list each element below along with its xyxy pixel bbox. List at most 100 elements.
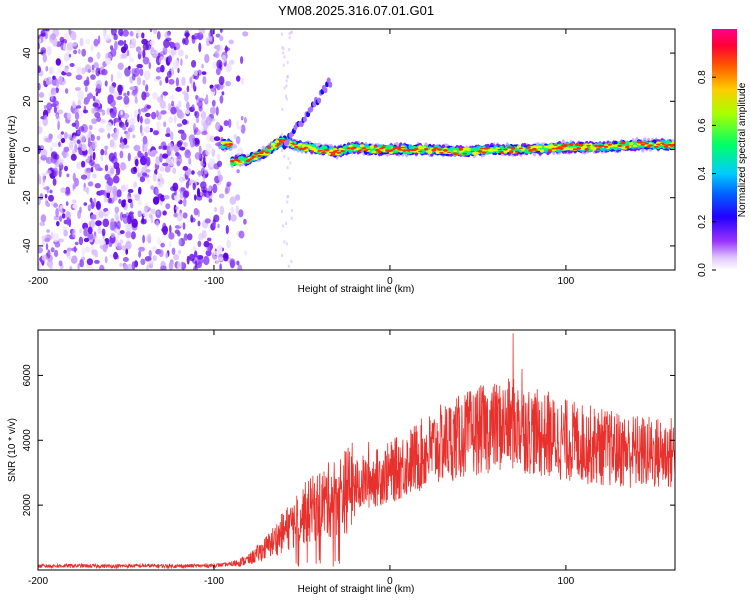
- heatmap-ridge-cell: [313, 148, 318, 153]
- heatmap-noise-blob: [79, 228, 82, 234]
- heatmap-ridge-cell: [245, 159, 251, 163]
- heatmap-noise-blob: [105, 57, 111, 65]
- heatmap-noise-blob: [143, 146, 148, 152]
- heatmap-noise-blob: [205, 143, 212, 149]
- heatmap-noise-blob: [87, 56, 94, 63]
- heatmap-noise-blob: [194, 260, 198, 269]
- heatmap-noise-blob: [108, 85, 115, 94]
- heatmap-ridge-cell: [274, 140, 280, 144]
- heatmap-ridge-cell: [470, 151, 475, 153]
- heatmap-noise-blob: [201, 118, 206, 127]
- heatmap-noise-streak: [282, 224, 285, 228]
- heatmap-noise-blob: [238, 209, 244, 218]
- heatmap-ridge-cell: [617, 144, 622, 148]
- heatmap-noise-blob: [89, 145, 95, 151]
- heatmap-noise-blob: [96, 51, 101, 60]
- heatmap-noise-blob: [129, 124, 135, 132]
- heatmap-noise-blob: [142, 49, 146, 59]
- heatmap-noise-blob: [63, 132, 68, 139]
- heatmap-noise-blob: [50, 33, 56, 41]
- heatmap-noise-blob: [38, 82, 41, 91]
- colorbar-tick-label: 0.0: [697, 263, 708, 277]
- heatmap-noise-blob: [66, 173, 70, 178]
- heatmap-noise-blob: [116, 242, 122, 250]
- heatmap-noise-blob: [136, 166, 141, 172]
- heatmap-noise-blob: [218, 174, 223, 182]
- heatmap-branch-cell: [326, 77, 331, 84]
- heatmap-noise-blob: [127, 212, 134, 223]
- heatmap-noise-blob: [140, 132, 144, 137]
- heatmap-noise-blob: [38, 121, 42, 126]
- snr-ytick-label: 4000: [22, 429, 33, 452]
- heatmap-ridge-cell: [466, 147, 471, 152]
- heatmap-noise-blob: [93, 62, 99, 69]
- heatmap-noise-blob: [109, 99, 116, 107]
- heatmap-noise-blob: [193, 207, 199, 216]
- heatmap-noise-blob: [229, 196, 237, 205]
- heatmap-noise-blob: [182, 237, 188, 241]
- heatmap-noise-blob: [136, 76, 141, 86]
- heatmap-noise-blob: [79, 134, 86, 143]
- heatmap-noise-blob: [89, 219, 96, 228]
- heatmap-noise-blob: [102, 29, 106, 39]
- heatmap-noise-blob: [38, 261, 41, 270]
- heatmap-noise-blob: [96, 116, 102, 122]
- heatmap-noise-blob: [209, 135, 216, 143]
- heatmap-noise-blob: [205, 94, 209, 102]
- heatmap-ridge-cell: [489, 148, 494, 153]
- heatmap-noise-blob: [233, 133, 237, 140]
- heatmap-noise-blob: [57, 68, 62, 74]
- heatmap-ridge-cell: [278, 139, 283, 142]
- heatmap-noise-blob: [158, 249, 164, 258]
- heatmap-noise-streak: [288, 48, 291, 52]
- heatmap-noise-blob: [195, 94, 199, 101]
- heatmap-noise-blob: [123, 43, 129, 51]
- heatmap-noise-blob: [150, 47, 155, 55]
- heatmap-ridge-cell: [479, 147, 485, 149]
- heatmap-noise-blob: [150, 214, 154, 224]
- heatmap-ridge-cell: [224, 143, 229, 146]
- heatmap-noise-blob: [45, 65, 49, 72]
- heatmap-ridge-cell: [596, 148, 601, 151]
- heatmap-noise-blob: [104, 145, 109, 151]
- heatmap-noise-blob: [200, 111, 207, 120]
- heatmap-noise-blob: [225, 224, 229, 235]
- heatmap-noise-blob: [38, 157, 42, 164]
- heatmap-noise-blob: [216, 44, 223, 54]
- heatmap-noise-blob: [144, 202, 150, 211]
- heatmap-ridge-cell: [462, 152, 467, 155]
- heatmap-noise-blob: [72, 204, 78, 209]
- heatmap-noise-blob: [194, 250, 198, 259]
- heatmap-noise-blob: [102, 218, 110, 228]
- heatmap-noise-blob: [59, 78, 66, 86]
- heatmap-noise-blob: [55, 114, 61, 122]
- heatmap-noise-blob: [86, 258, 94, 266]
- heatmap-noise-blob: [124, 184, 129, 190]
- heatmap-ridge-cell: [481, 151, 487, 154]
- heatmap-noise-blob: [124, 223, 129, 229]
- colorbar: 0.0 0.2 0.4 0.6 0.8 Normalized spectral ampl…: [697, 29, 748, 277]
- heatmap-noise-blob: [113, 162, 120, 170]
- heatmap-noise-blob: [50, 66, 55, 74]
- heatmap-noise-blob: [187, 233, 193, 241]
- heatmap-noise-blob: [194, 256, 198, 262]
- heatmap-noise-blob: [64, 88, 69, 94]
- heatmap-noise-blob: [160, 110, 167, 115]
- heatmap-noise-blob: [113, 188, 117, 198]
- snr-xtick-label: 100: [558, 576, 575, 587]
- heatmap-noise-blob: [218, 141, 222, 150]
- heatmap-noise-blob: [194, 152, 202, 160]
- heatmap-noise-blob: [72, 184, 76, 190]
- heatmap-noise-blob: [57, 109, 64, 115]
- heatmap-noise-blob: [203, 240, 210, 248]
- heatmap-ridge-cell: [621, 141, 626, 145]
- heatmap-noise-blob: [116, 71, 123, 80]
- heatmap-noise-blob: [209, 158, 216, 168]
- heatmap-noise-blob: [101, 69, 108, 76]
- heatmap-noise-blob: [97, 225, 102, 235]
- heatmap-noise-blob: [165, 252, 168, 259]
- heatmap-noise-blob: [118, 198, 122, 204]
- heatmap-noise-blob: [127, 90, 130, 96]
- heatmap-ridge-cell: [365, 149, 371, 150]
